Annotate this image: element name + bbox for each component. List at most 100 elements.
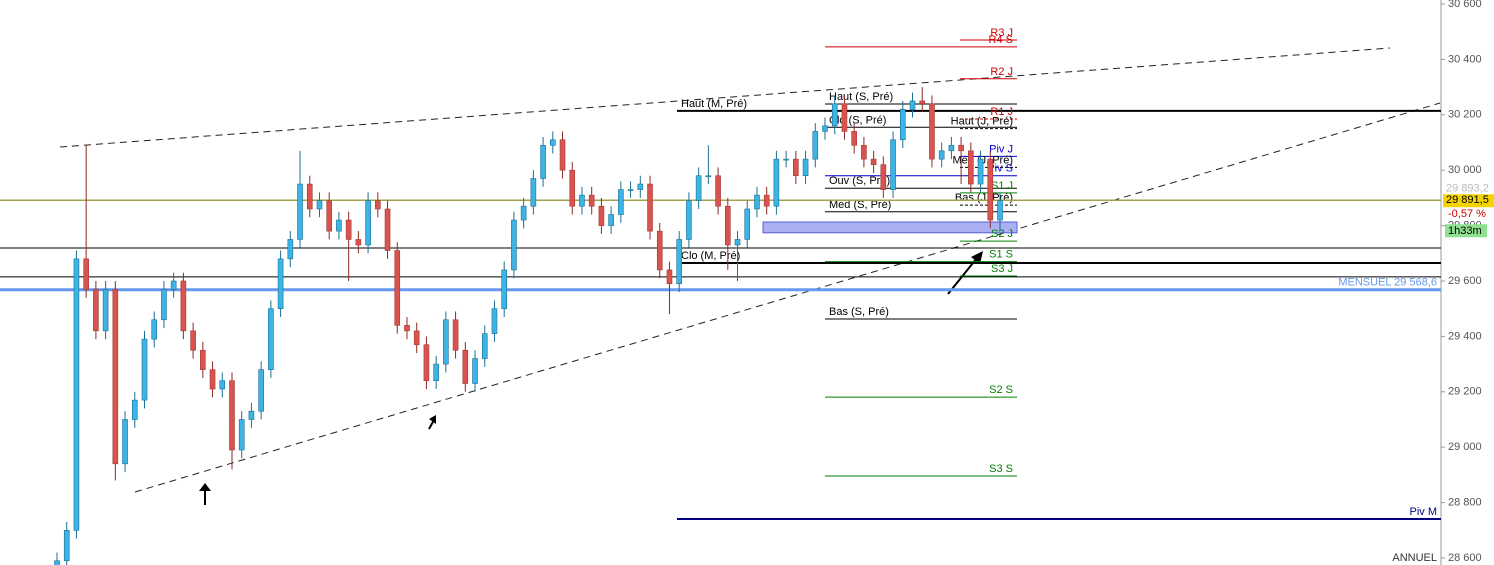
candle-body [345, 219, 352, 240]
candle-body [890, 139, 896, 190]
candle-body [297, 183, 303, 240]
level-label: MENSUEL 29 568,6 [1338, 277, 1437, 289]
candle-body [472, 358, 478, 384]
candle-body [841, 103, 848, 132]
change-label: -0,57 % [1448, 208, 1486, 220]
candle-body [676, 239, 682, 285]
candle-body [793, 158, 799, 177]
candle-body [277, 258, 284, 309]
candle-body [540, 144, 546, 179]
timer-label: 1h33m [1448, 225, 1482, 237]
candle-body [627, 189, 634, 191]
candle-body [501, 269, 507, 310]
candle-body [219, 380, 226, 390]
level-label: S1 J [991, 180, 1013, 192]
candle-body [812, 131, 819, 160]
candle-body [958, 144, 964, 152]
level-label: R2 J [990, 66, 1013, 78]
candle-body [618, 189, 624, 215]
candle-body [63, 529, 70, 562]
candle-body [968, 150, 974, 185]
level-label: Bas (S, Pré) [829, 306, 889, 318]
prev-price-label: 29 893,2 [1446, 183, 1489, 195]
y-tick-label: 30 400 [1448, 53, 1482, 65]
last-price-label: 29 891,5 [1446, 194, 1489, 206]
candle-body [647, 183, 653, 232]
level-label: Haut (S, Pré) [829, 91, 893, 103]
candle-body [209, 369, 216, 390]
candle-body [413, 330, 420, 346]
candle-body [938, 150, 945, 160]
level-label: Bas (J, Pré) [955, 192, 1013, 204]
level-label: Clo (M, Pré) [681, 250, 740, 262]
candle-body [909, 100, 916, 110]
drawings [59, 47, 1441, 493]
candle-body [83, 258, 89, 290]
level-label: Ouv (S, Pré) [829, 175, 890, 187]
candle-body [802, 158, 809, 177]
candle-body [724, 205, 731, 246]
candle-body [190, 330, 196, 351]
arrow-head [971, 251, 983, 264]
candle-body [122, 419, 128, 465]
candle-body [919, 100, 926, 105]
candle-body [783, 158, 789, 161]
candle-body [511, 219, 517, 271]
level-label: Med (S, Pré) [829, 199, 891, 211]
candle-body [316, 200, 323, 210]
candle-body [423, 344, 430, 382]
candle-body [744, 208, 751, 240]
level-label: Haut (J, Pré) [951, 116, 1013, 128]
level-label: Piv S [987, 163, 1013, 175]
candle-body [404, 325, 410, 332]
candle-body [306, 183, 313, 210]
candle-body [229, 380, 235, 451]
candle-body [131, 399, 138, 420]
level-label: Piv M [1410, 506, 1438, 518]
candle-body [880, 164, 887, 190]
level-label: Clo (S, Pré) [829, 114, 886, 126]
candle-body [433, 363, 439, 382]
candle-body [734, 239, 741, 246]
timer-tag [1445, 224, 1487, 238]
arrow-head [199, 483, 211, 491]
y-tick-label: 29 400 [1448, 330, 1482, 342]
level-label: Haut (M, Pré) [681, 98, 747, 110]
candle-body [141, 338, 148, 401]
candle-body [666, 269, 673, 285]
candle-body [763, 194, 770, 207]
candle-body [452, 319, 459, 351]
candle-body [977, 158, 984, 185]
candle-body [559, 139, 566, 171]
candle-body [287, 239, 294, 260]
candle-body [530, 178, 537, 207]
level-label: S2 S [989, 384, 1013, 396]
candle-body [831, 103, 838, 127]
upper-trendline [59, 47, 1391, 148]
candle-body [598, 205, 605, 226]
candle-body [550, 139, 556, 146]
candle-body [822, 125, 828, 132]
candle-body [161, 289, 167, 321]
candle-body [384, 208, 391, 251]
level-label: R4 S [989, 34, 1013, 46]
candle-body [491, 308, 498, 334]
candle-body [695, 175, 702, 201]
candle-body [481, 333, 488, 359]
candle-body [93, 289, 99, 332]
level-label: Piv J [989, 143, 1013, 155]
level-label: R1 J [990, 106, 1013, 118]
candle-body [588, 194, 595, 207]
y-tick-label: 29 600 [1448, 275, 1482, 287]
candle-body [238, 419, 245, 451]
candle-body [375, 200, 381, 210]
candle-body [326, 200, 333, 232]
candle-body [73, 258, 80, 531]
arrow-head [429, 415, 436, 424]
level-label: S1 S [989, 249, 1013, 261]
last-price-tag [1443, 194, 1494, 208]
candle-body [899, 108, 906, 141]
candle-body [656, 230, 663, 271]
y-tick-label: 28 800 [1448, 497, 1482, 509]
